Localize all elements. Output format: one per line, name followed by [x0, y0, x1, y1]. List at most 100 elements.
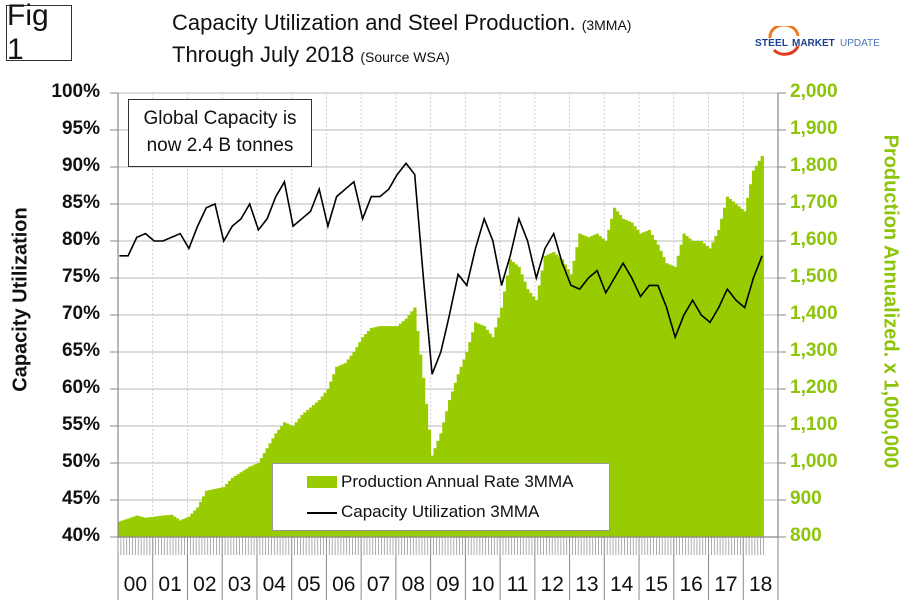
production-bar: [410, 311, 414, 537]
production-bar: [482, 326, 487, 537]
production-bar: [581, 234, 585, 538]
production-bar: [352, 352, 356, 537]
production-bar: [737, 206, 741, 537]
production-bar: [378, 326, 382, 537]
production-bar: [375, 326, 379, 537]
title-sub-note: (Source WSA): [360, 49, 450, 65]
legend-item-utilization: Capacity Utilization 3MMA: [307, 502, 539, 522]
x-tick-label: 06: [332, 573, 356, 596]
production-bar: [349, 355, 353, 537]
y-left-tick-label: 45%: [61, 488, 100, 509]
production-bar: [393, 326, 397, 537]
production-bar: [523, 281, 527, 537]
x-tick-label: 00: [123, 573, 148, 596]
production-bar: [627, 221, 631, 537]
production-bar: [569, 274, 573, 537]
production-bar: [543, 255, 547, 538]
y-right-tick-label: 1,400: [790, 303, 838, 324]
production-bar: [694, 241, 698, 537]
production-bar: [636, 229, 640, 537]
production-bar: [731, 201, 735, 538]
production-bar: [589, 236, 594, 538]
x-tick-label: 09: [436, 573, 460, 596]
production-bar: [384, 326, 388, 537]
production-bar: [178, 520, 183, 537]
production-bar: [387, 326, 391, 537]
production-bar: [225, 483, 229, 537]
production-bar: [537, 285, 542, 537]
production-bar: [575, 247, 579, 537]
production-bar: [395, 326, 400, 537]
production-bar: [141, 517, 145, 537]
production-bar: [494, 327, 498, 537]
axes: [117, 93, 779, 538]
production-bar: [369, 327, 374, 537]
x-tick-label: 15: [644, 573, 669, 596]
production-bar: [158, 515, 162, 537]
x-tick-label: 08: [401, 573, 425, 596]
production-bar: [702, 243, 707, 537]
production-bar: [714, 236, 718, 538]
production-bar: [691, 241, 695, 537]
x-tick-label: 12: [540, 573, 564, 596]
y-left-tick-label: 60%: [61, 377, 100, 398]
production-bar: [679, 244, 683, 537]
production-bar: [476, 323, 481, 537]
production-bar: [604, 241, 608, 537]
production-bar: [361, 337, 365, 537]
y-left-tick-label: 50%: [61, 451, 100, 472]
production-bar: [534, 300, 539, 537]
production-bar: [120, 520, 125, 537]
production-bar: [265, 448, 269, 537]
production-bar: [161, 515, 165, 537]
month-ticks: [117, 537, 764, 555]
production-bar: [175, 518, 180, 537]
y-left-tick-label: 55%: [61, 414, 100, 435]
production-bar: [720, 218, 724, 538]
production-bar: [199, 501, 203, 537]
production-bar: [500, 307, 504, 537]
production-bar: [505, 275, 510, 537]
production-bar: [705, 245, 709, 537]
production-bar: [129, 517, 133, 537]
production-bar: [268, 443, 272, 537]
production-bar: [404, 318, 408, 537]
production-bar: [514, 264, 518, 537]
production-bar: [245, 468, 249, 537]
y-right-tick-label: 1,700: [790, 192, 838, 213]
x-tick-label: 07: [366, 573, 391, 596]
production-bar: [201, 496, 206, 537]
y-right-tick-label: 2,000: [790, 81, 838, 102]
y-left-tick-label: 40%: [61, 525, 100, 546]
production-bar: [149, 517, 154, 537]
production-bar: [734, 204, 738, 537]
x-tick-label: 16: [679, 573, 703, 596]
production-bar: [419, 354, 423, 537]
x-tick-label: 17: [714, 573, 738, 596]
y-right-tick-label: 800: [790, 525, 822, 546]
production-bar: [558, 257, 562, 537]
production-bar: [222, 487, 226, 537]
title-main-note: (3MMA): [581, 17, 632, 33]
production-bar: [725, 196, 730, 537]
production-bar: [633, 226, 637, 537]
y-left-tick-label: 85%: [61, 192, 100, 213]
production-bar: [332, 374, 336, 537]
legend-swatch-bar-icon: [307, 476, 337, 488]
production-bar: [118, 521, 122, 537]
production-bar: [659, 250, 663, 537]
y-right-tick-label: 1,800: [790, 155, 838, 176]
production-bar: [508, 259, 513, 537]
annotation-line-2: now 2.4 B tonnes: [146, 135, 294, 156]
production-bar: [560, 259, 565, 537]
production-bar: [167, 515, 171, 537]
production-bar: [685, 236, 689, 538]
y-right-tick-label: 1,200: [790, 377, 838, 398]
production-bar: [471, 332, 475, 537]
production-bar: [207, 490, 212, 537]
figure-label-text: Fig 1: [7, 0, 49, 66]
production-bar: [462, 359, 466, 537]
production-bar: [647, 229, 652, 537]
figure-label: Fig 1: [6, 0, 72, 66]
y-right-tick-label: 1,600: [790, 229, 838, 250]
